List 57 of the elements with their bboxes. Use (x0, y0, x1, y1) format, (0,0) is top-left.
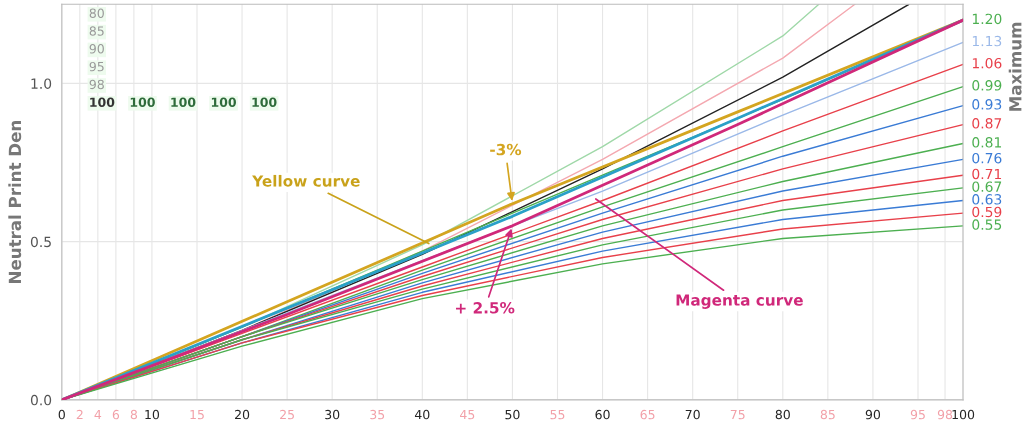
data-label: 0.76 (972, 152, 1002, 164)
data-label: 0.63 (972, 194, 1002, 205)
x-tick-label: 85 (820, 409, 835, 420)
data-label: 0.81 (972, 137, 1002, 148)
x-tick-label: 95 (910, 409, 925, 420)
annotation: -3% (490, 143, 522, 156)
x-tick-label: 35 (370, 409, 385, 420)
x-tick-label: 8 (130, 409, 138, 420)
data-label: 0.55 (972, 219, 1002, 230)
annotation: Magenta curve (676, 294, 803, 309)
annotation: + 2.5% (456, 302, 515, 314)
data-label: 1.20 (972, 13, 1002, 25)
y-tick-label: 0.0 (30, 394, 52, 406)
annotation: Yellow curve (252, 174, 360, 187)
y-tick-label: 1.0 (31, 78, 52, 89)
x-tick-label: 10 (145, 409, 160, 420)
x-tick-label: 98 (937, 409, 953, 420)
x-tick-label: 40 (414, 409, 430, 420)
annotation: 95 (89, 61, 104, 72)
x-tick-label: 75 (730, 410, 745, 420)
annotation: 100 (130, 97, 155, 107)
x-tick-label: 90 (865, 409, 881, 420)
x-tick-label: 70 (685, 409, 700, 420)
annotation: 100 (90, 97, 115, 107)
x-tick-label: 25 (280, 409, 294, 420)
data-label: 0.93 (972, 99, 1002, 110)
x-tick-label: 55 (550, 410, 565, 420)
x-tick-label: 80 (775, 409, 790, 420)
annotation: 90 (89, 44, 104, 54)
annotation: 80 (89, 8, 104, 18)
y-tick-label: 0.5 (30, 236, 51, 248)
annotation: 100 (171, 97, 196, 107)
x-tick-label: 2 (76, 409, 83, 420)
annotation: 100 (211, 97, 236, 107)
annotation: 100 (252, 97, 277, 107)
annotation: 85 (89, 26, 104, 36)
data-label: 0.59 (972, 206, 1002, 218)
data-label: 0.99 (972, 80, 1002, 91)
x-tick-label: 6 (112, 409, 120, 420)
data-label: 0.71 (972, 168, 1002, 180)
data-label: 0.87 (972, 118, 1002, 129)
x-tick-label: 60 (595, 409, 610, 420)
x-tick-label: 45 (460, 410, 475, 420)
x-tick-label: 100 (952, 409, 975, 420)
y-axis-title: Neutral Print Den (8, 120, 22, 283)
x-tick-label: 4 (94, 410, 102, 420)
x-tick-label: 15 (190, 410, 204, 420)
x-tick-label: 65 (640, 409, 655, 420)
x-tick-label: 20 (235, 409, 250, 420)
y2-axis-title: Maximum (1008, 22, 1022, 111)
data-label: 0.67 (972, 181, 1002, 192)
x-tick-label: 50 (505, 409, 520, 420)
annotation: 98 (89, 79, 104, 90)
x-tick-label: 0 (58, 409, 65, 420)
data-label: 1.13 (972, 35, 1002, 47)
x-tick-label: 30 (325, 409, 340, 420)
data-label: 1.06 (972, 57, 1002, 69)
